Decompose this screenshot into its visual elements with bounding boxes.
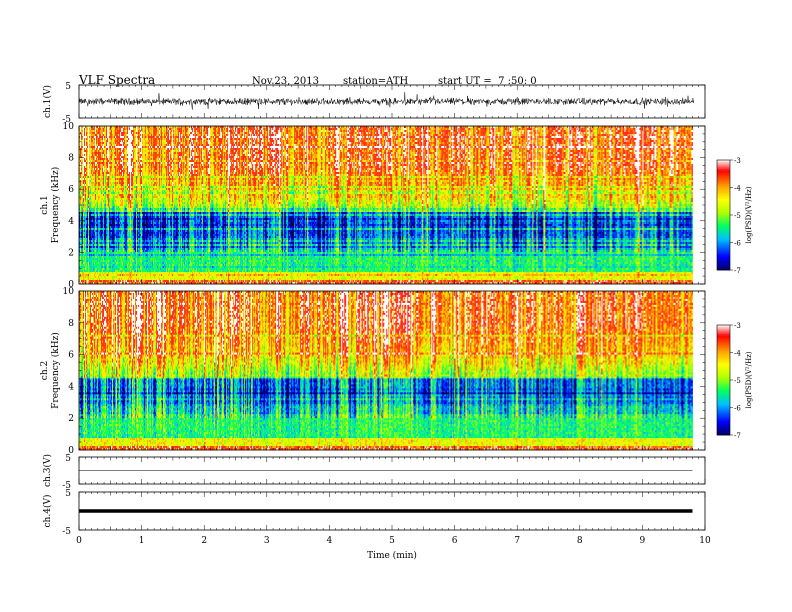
ch1-spectrogram-ytick-label-6: 6 (68, 185, 74, 195)
x-tick-label-1: 1 (139, 536, 145, 546)
ch2-spectrogram-ytick-label-6: 6 (68, 351, 74, 361)
spectrogram-ch1 (79, 126, 693, 284)
x-tick-label-2: 2 (201, 536, 207, 546)
ch2-spectrogram-ytick-label-8: 8 (68, 319, 74, 329)
spectrogram-ch2 (79, 291, 693, 450)
ch2-colorbar-tick-label--3: -3 (734, 322, 741, 330)
ch1-colorbar-tick-label--5: -5 (734, 212, 741, 220)
ch4-ytick-label-bottom: -5 (62, 527, 71, 537)
ch1-colorbar-tick-label--3: -3 (734, 157, 741, 165)
ch2-colorbar-label: log(PSD)(V²/Hz) (745, 351, 753, 408)
ch1-spectrogram-ytick-label-2: 2 (68, 248, 74, 258)
x-axis-label: Time (min) (367, 550, 417, 561)
x-tick-label-3: 3 (264, 536, 270, 546)
x-tick-label-10: 10 (699, 536, 711, 546)
ch1-colorbar (717, 160, 730, 270)
ch4-ylabel: ch.4(V) (42, 495, 53, 528)
x-tick-label-9: 9 (640, 536, 646, 546)
x-tick-label-5: 5 (389, 536, 395, 546)
ch1-waveform (79, 92, 694, 110)
ch1-colorbar-tick-label--7: -7 (734, 267, 741, 275)
x-tick-label-6: 6 (452, 536, 458, 546)
ch1-waveform-ylabel: ch.1(V) (42, 85, 53, 118)
ch1-spectrogram-ylabel: Frequency (kHz) (50, 167, 61, 244)
ch2-spectrogram-ytick-label-2: 2 (68, 414, 74, 424)
ch2-spectrogram-ytick-label-10: 10 (63, 287, 75, 297)
ch3-ytick-label-top: 5 (65, 454, 71, 464)
ch1-spectrogram-ytick-label-4: 4 (68, 217, 74, 227)
ch1-spectrogram-channel-label: ch.1 (40, 195, 50, 214)
ch1-waveform-line (79, 92, 694, 110)
ch4-ytick-label-top: 5 (65, 489, 71, 499)
ch1-colorbar-tick-label--6: -6 (734, 240, 741, 248)
ch1-waveform-ytick-label-top: 5 (65, 82, 71, 92)
x-tick-label-8: 8 (577, 536, 583, 546)
ch1-colorbar-label: log(PSD)(V²/Hz) (745, 186, 753, 243)
vlf-spectra-figure: 5-5ch.1(V)0246810ch.1 Frequency (kHz)-3-4… (0, 0, 792, 612)
ch1-spectrogram-ytick-label-10: 10 (63, 122, 75, 132)
ch1-colorbar-tick-label--4: -4 (734, 185, 741, 193)
ch2-spectrogram-ytick-label-4: 4 (68, 382, 74, 392)
ch3-ylabel: ch.3(V) (42, 454, 53, 487)
ch2-colorbar-tick-label--4: -4 (734, 350, 741, 358)
ch2-spectrogram-channel-label: ch.2 (40, 361, 50, 380)
ch1-spectrogram-ytick-label-8: 8 (68, 154, 74, 164)
ch2-spectrogram-ylabel: Frequency (kHz) (50, 332, 61, 409)
x-tick-label-4: 4 (327, 536, 333, 546)
ch2-colorbar (717, 325, 730, 435)
ch2-colorbar-tick-label--6: -6 (734, 405, 741, 413)
x-tick-label-7: 7 (514, 536, 520, 546)
ch2-colorbar-tick-label--5: -5 (734, 377, 741, 385)
x-tick-label-0: 0 (76, 536, 82, 546)
ch2-colorbar-tick-label--7: -7 (734, 432, 741, 440)
